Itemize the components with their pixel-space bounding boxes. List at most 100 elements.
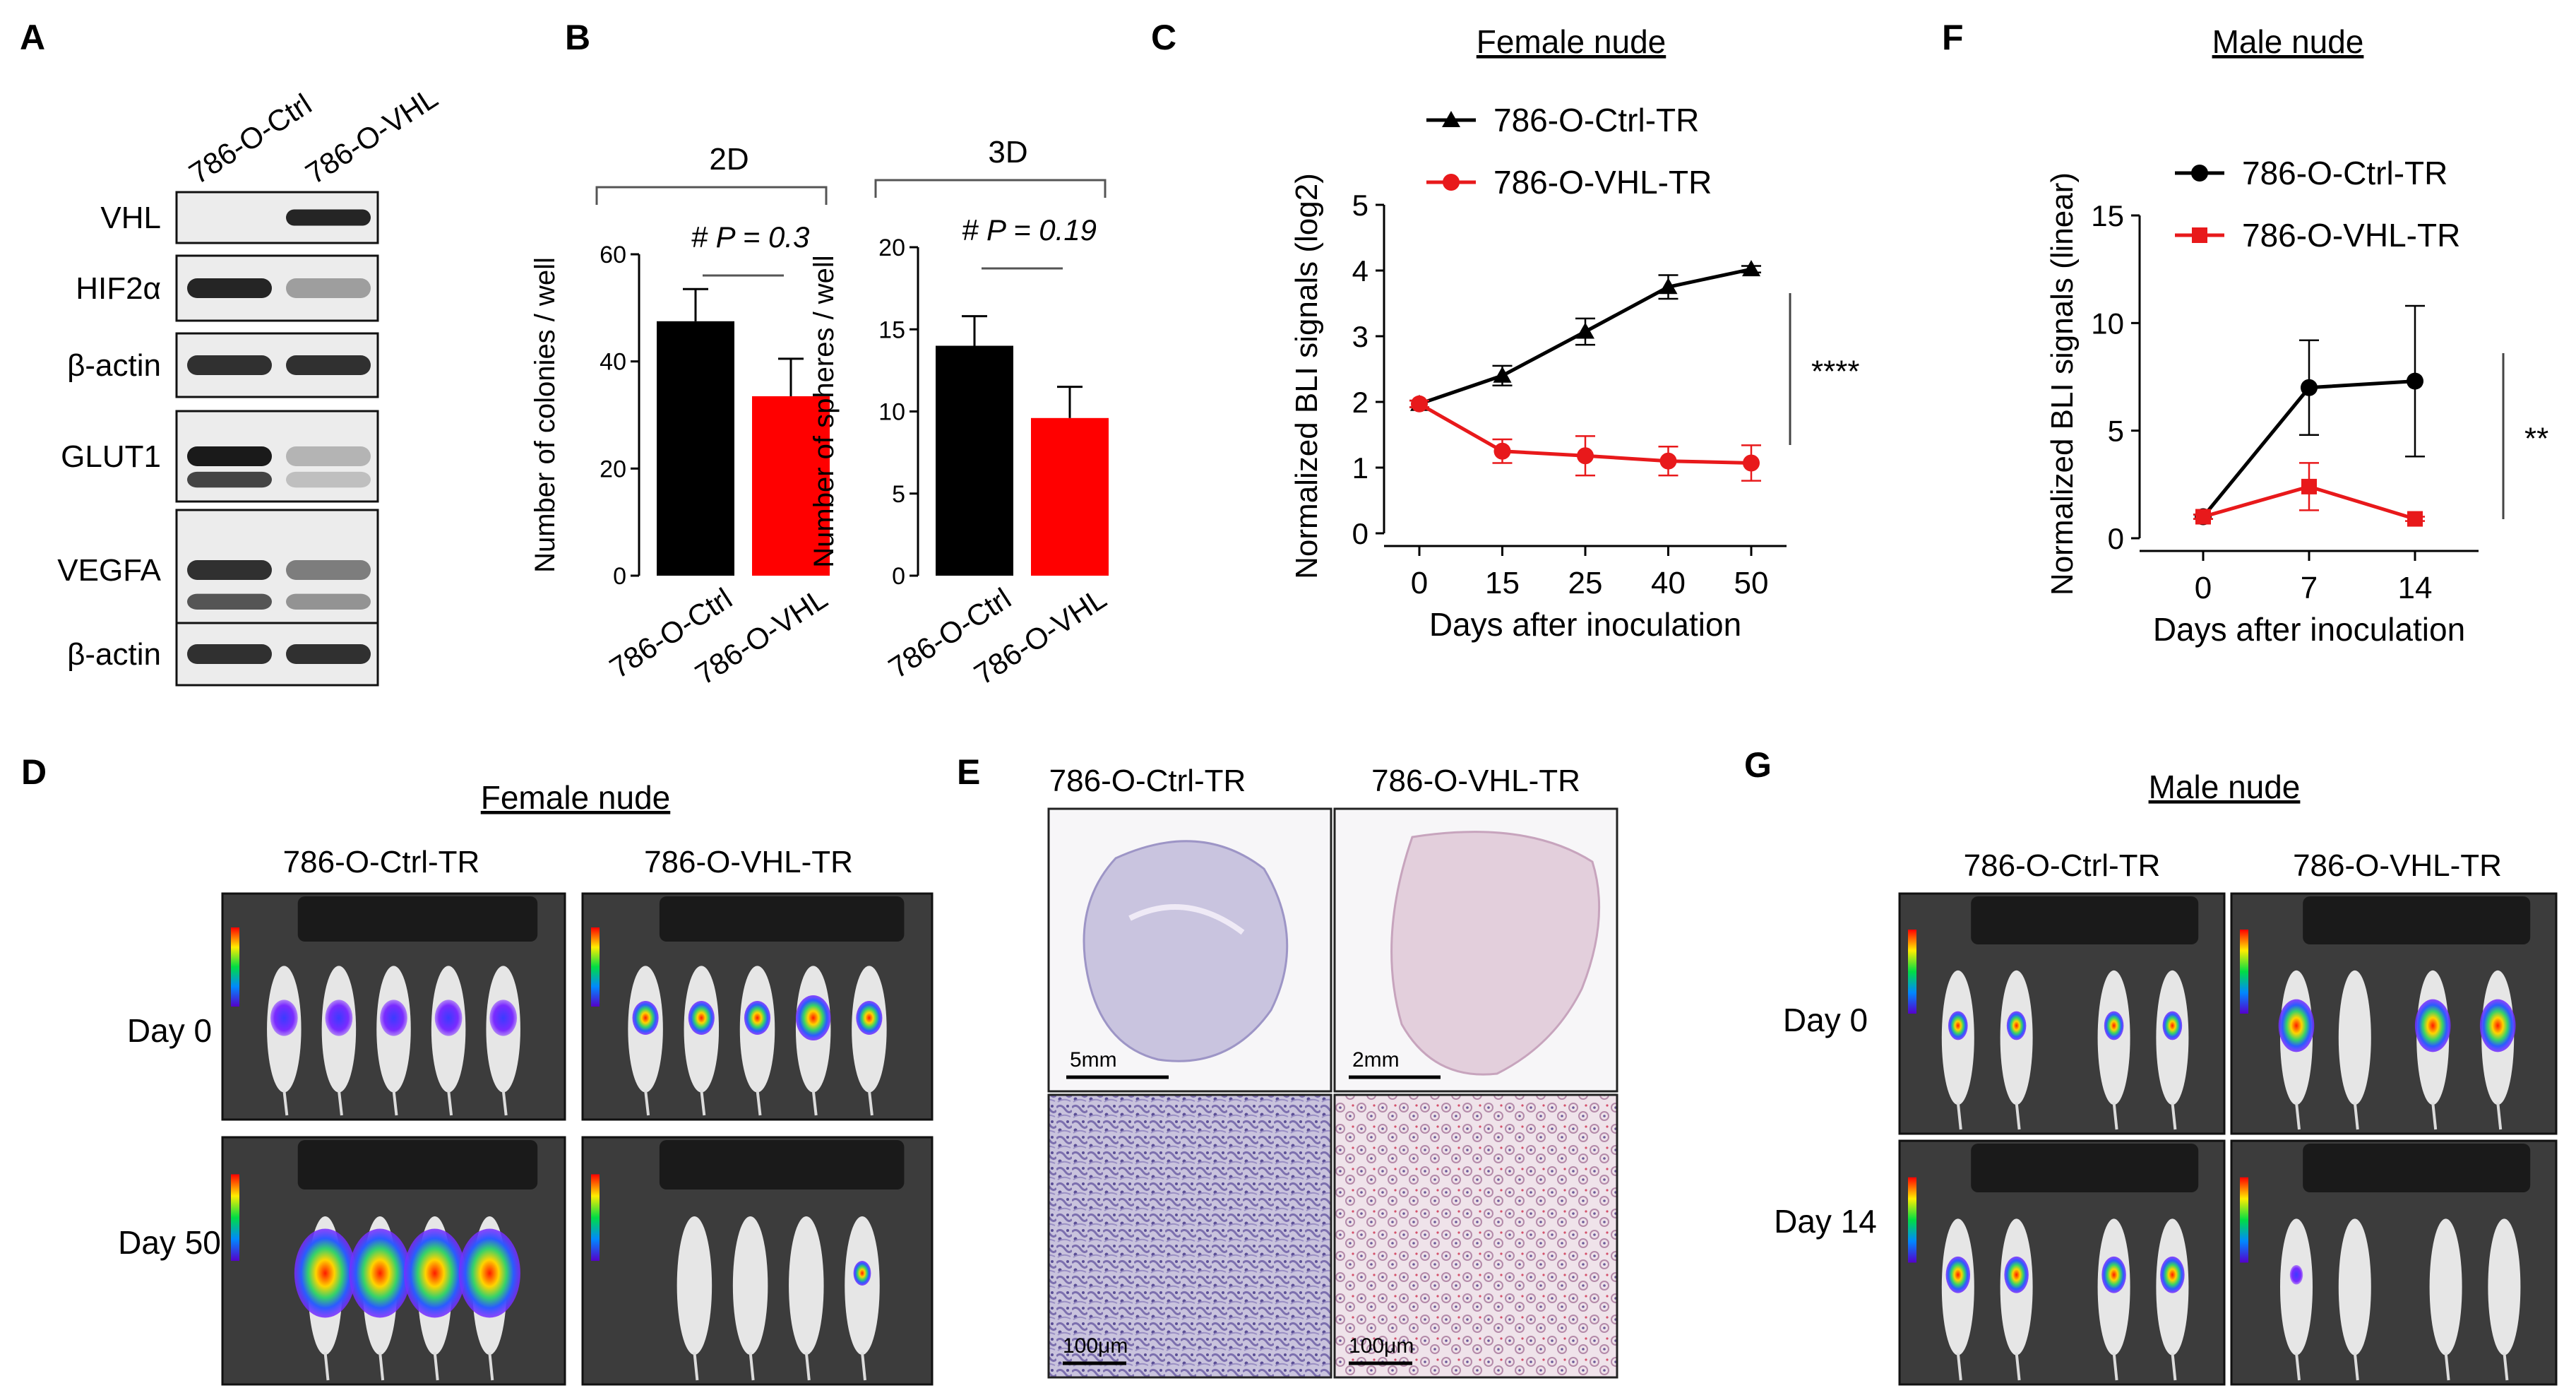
panel-a-western-blot: A 786-O-Ctrl 786-O-VHL VHL HIF2α β-actin GL… xyxy=(20,18,443,687)
mouse-body xyxy=(2338,1218,2371,1355)
title-bracket xyxy=(874,179,1107,198)
mouse-tail xyxy=(2503,1352,2509,1381)
panel-g-title: Male nude xyxy=(2149,769,2301,805)
blot-band xyxy=(187,593,272,610)
mouse-tail xyxy=(644,1090,650,1116)
bli-signal xyxy=(853,1261,871,1286)
bli-signal xyxy=(2104,1011,2124,1040)
y-tick-label: 10 xyxy=(878,399,905,426)
mouse-tail xyxy=(700,1090,706,1116)
mouse-tail xyxy=(378,1352,385,1381)
blot-band xyxy=(286,278,371,298)
title-bracket xyxy=(595,186,828,205)
chart-title: 2D xyxy=(709,142,749,177)
mouse-tail xyxy=(2171,1102,2177,1130)
bli-signal xyxy=(2101,1256,2126,1293)
chart-title: Male nude xyxy=(2212,23,2364,60)
scalebar-100um-vhl: 100μm xyxy=(1349,1334,1414,1358)
bli-signal xyxy=(349,1228,411,1318)
mouse-body xyxy=(2488,1218,2521,1355)
mouse-tail xyxy=(811,1090,818,1116)
mouse-body xyxy=(2338,970,2371,1105)
blot-row-label: β-actin xyxy=(67,348,161,383)
colorbar xyxy=(231,1174,239,1261)
y-axis-label: Normalized BLI signals (linear) xyxy=(2045,172,2080,595)
data-point xyxy=(1659,278,1678,295)
colorbar xyxy=(591,1174,600,1261)
legend-label: 786-O-Ctrl-TR xyxy=(2242,155,2447,191)
bli-signal xyxy=(294,1228,357,1318)
blot-band xyxy=(187,355,272,375)
blot-band xyxy=(286,644,371,664)
panel-g-row-day14: Day 14 xyxy=(1774,1203,1877,1240)
legend-label: 786-O-VHL-TR xyxy=(1493,164,1712,201)
y-tick-label: 0 xyxy=(1352,517,1368,550)
mouse-tail xyxy=(323,1352,330,1381)
panel-g-row-day0: Day 0 xyxy=(1783,1002,1868,1038)
bli-signal xyxy=(2006,1011,2027,1040)
colorbar xyxy=(591,927,600,1007)
blot-rows: VHL HIF2α β-actin GLUT1 VEGFA β-actin xyxy=(57,191,379,687)
mouse-tail xyxy=(2015,1352,2021,1381)
y-tick-label: 2 xyxy=(1352,386,1368,419)
panel-d-col-ctrl: 786-O-Ctrl-TR xyxy=(283,845,480,879)
panel-d-row-day0: Day 0 xyxy=(127,1012,212,1049)
colorbar xyxy=(1908,1177,1916,1263)
y-tick-label: 10 xyxy=(2091,307,2124,340)
y-tick-label: 20 xyxy=(878,235,905,261)
bar xyxy=(657,321,734,576)
y-tick-label: 5 xyxy=(1352,189,1368,222)
bli-signal xyxy=(2160,1256,2185,1293)
bli-signal xyxy=(325,999,353,1036)
x-tick-label: 14 xyxy=(2398,571,2433,605)
bar xyxy=(1031,417,1109,576)
lane-label-vhl: 786-O-VHL xyxy=(299,81,443,190)
mouse-tail xyxy=(2431,1102,2438,1130)
panel-label-f: F xyxy=(1942,18,1964,57)
blot-band xyxy=(286,560,371,580)
y-tick-label: 5 xyxy=(892,481,905,508)
panel-g-col-ctrl: 786-O-Ctrl-TR xyxy=(1964,848,2161,883)
legend-label: 786-O-VHL-TR xyxy=(2242,217,2460,254)
blot-row-label: GLUT1 xyxy=(61,439,161,474)
p-value-annotation: # P = 0.19 xyxy=(962,213,1097,247)
blot-row-label: VHL xyxy=(100,201,161,235)
data-point xyxy=(1576,322,1594,339)
panel-label-a: A xyxy=(20,18,45,57)
imaging-manifold xyxy=(659,1140,905,1190)
y-axis-label: Number of spheres / well xyxy=(809,255,840,567)
imaging-manifold xyxy=(2303,1144,2531,1192)
panel-e-col-ctrl: 786-O-Ctrl-TR xyxy=(1049,764,1246,798)
significance-label: ** xyxy=(2524,422,2548,456)
chart-title: 3D xyxy=(988,135,1027,170)
blot-row-label: VEGFA xyxy=(57,553,161,588)
panel-label-b: B xyxy=(565,18,590,57)
bli-signal xyxy=(458,1228,520,1318)
y-axis-label: Normalized BLI signals (log2) xyxy=(1289,173,1324,579)
mouse-tail xyxy=(433,1352,439,1381)
blot-band xyxy=(187,644,272,664)
x-tick-label: 0 xyxy=(2195,571,2212,605)
mouse-tail xyxy=(2015,1102,2021,1130)
y-tick-label: 0 xyxy=(2108,522,2124,555)
colorbar xyxy=(2240,1177,2248,1263)
bar xyxy=(752,396,830,576)
panel-d-col-vhl: 786-O-VHL-TR xyxy=(644,845,853,879)
mouse-tail xyxy=(2353,1102,2359,1130)
bli-signal xyxy=(434,999,463,1036)
x-tick-label: 40 xyxy=(1651,566,1686,600)
bli-signal xyxy=(744,1001,771,1035)
y-tick-label: 0 xyxy=(613,563,626,590)
imaging-manifold xyxy=(659,896,905,942)
y-axis-label: Number of colonies / well xyxy=(530,257,561,573)
bli-signal xyxy=(688,1001,715,1035)
scalebar-5mm: 5mm xyxy=(1070,1048,1117,1072)
mouse-body xyxy=(2429,1218,2462,1355)
blot-band xyxy=(286,593,371,610)
bli-signal xyxy=(856,1001,883,1035)
bli-signal xyxy=(2278,999,2315,1052)
mouse-tail xyxy=(2112,1352,2118,1381)
